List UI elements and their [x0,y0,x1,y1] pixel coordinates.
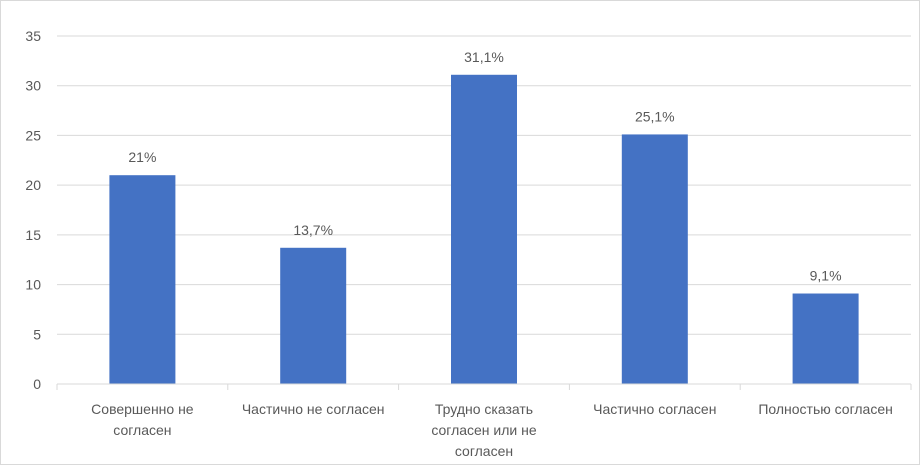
bar [621,134,688,384]
data-label: 31,1% [464,49,504,65]
y-tick-label: 35 [25,28,41,44]
y-tick-label: 30 [25,78,41,94]
x-tick-label: Частично не согласен [242,401,385,417]
y-tick-label: 25 [25,127,41,143]
data-label: 13,7% [293,222,333,238]
bars [109,74,859,384]
x-tick-label: Трудно сказать [435,401,533,417]
bar [109,175,176,384]
x-tick-label: Частично согласен [593,401,716,417]
y-tick-label: 0 [33,376,41,392]
y-tick-label: 20 [25,177,41,193]
x-tick-label: Полностью согласен [758,401,893,417]
y-tick-label: 5 [33,326,41,342]
x-tick-label: Совершенно не [91,401,194,417]
data-labels: 21% 13,7% 31,1% 25,1% 9,1% [128,49,841,284]
data-label: 21% [128,149,156,165]
y-tick-label: 15 [25,227,41,243]
bar [792,293,859,384]
y-tick-label: 10 [25,277,41,293]
y-axis-ticks: 0 5 10 15 20 25 30 35 [25,28,41,392]
data-label: 25,1% [635,108,675,124]
x-tick-label: согласен [455,443,513,459]
x-axis: Совершенно не согласен Частично не согласе… [56,383,912,459]
x-tick-label: согласен [113,422,171,438]
bar [280,247,347,384]
data-label: 9,1% [810,268,842,284]
bar [451,74,517,384]
x-tick-label: согласен или не [431,422,537,438]
